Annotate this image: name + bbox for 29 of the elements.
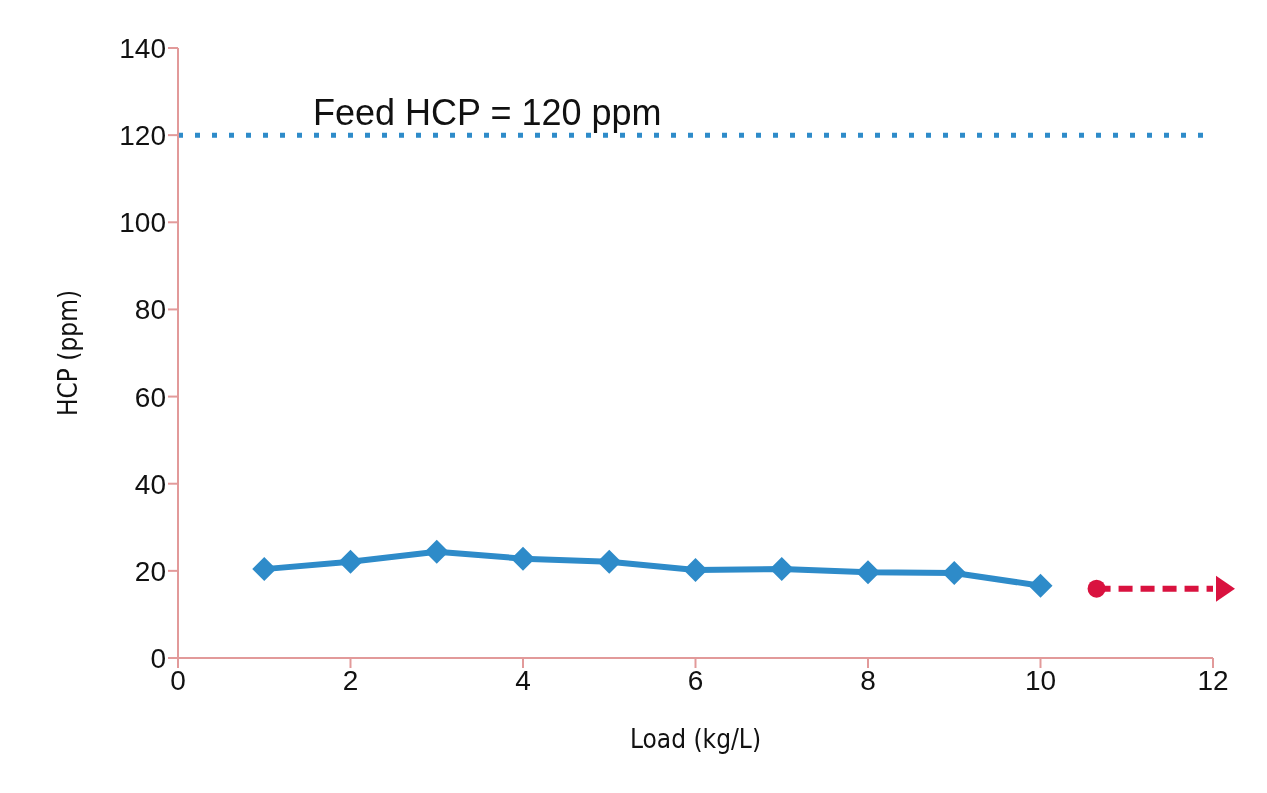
x-tick-label: 2: [342, 664, 359, 696]
y-tick-label: 100: [119, 207, 166, 239]
x-axis-title: Load (kg/L): [629, 724, 762, 754]
y-tick-label: 60: [134, 381, 166, 413]
x-tick-label: 8: [860, 664, 876, 696]
x-tick-label: 0: [170, 664, 186, 696]
point: [856, 560, 880, 585]
y-tick-label: 80: [134, 294, 166, 326]
point: [252, 557, 277, 582]
point: [597, 549, 622, 574]
y-tick-label: 40: [134, 468, 166, 500]
y-tick-label: 0: [150, 642, 166, 674]
point: [942, 561, 967, 586]
point: [769, 557, 794, 582]
y-tick-label: 120: [119, 120, 166, 152]
point: [511, 546, 535, 571]
y-axis-title: HCP (ppm): [53, 289, 84, 417]
x-tick-label: 4: [515, 664, 531, 696]
x-tick-label: 12: [1197, 664, 1229, 696]
point: [683, 557, 708, 582]
annotation: Feed HCP = 120 ppm: [313, 92, 662, 134]
y-tick-label: 20: [134, 555, 166, 587]
point: [338, 549, 363, 574]
point: [424, 539, 449, 564]
point: [1087, 579, 1106, 598]
y-tick-label: 140: [119, 32, 166, 64]
x-tick-label: 6: [687, 664, 704, 696]
x-tick-label: 10: [1024, 664, 1057, 696]
point: [1028, 573, 1053, 598]
